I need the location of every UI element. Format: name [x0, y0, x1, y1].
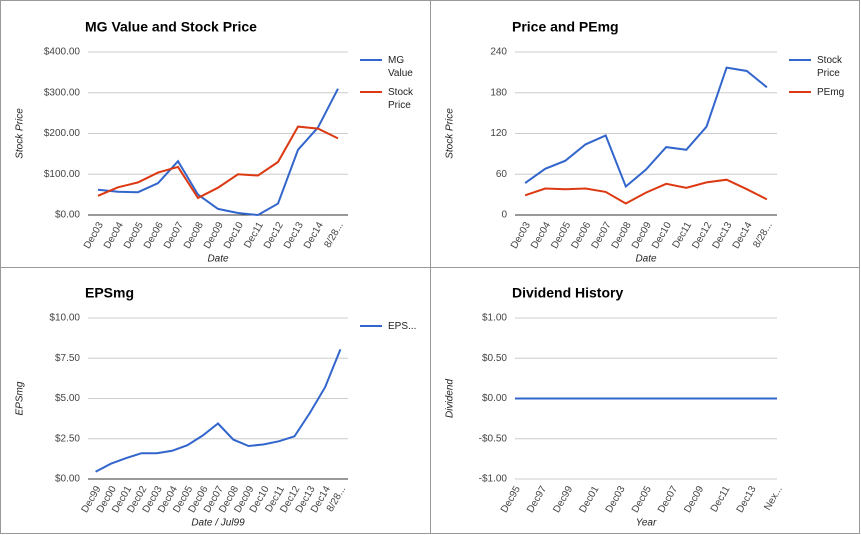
y-tick-label: $200.00: [44, 128, 81, 139]
x-tick-label: Dec03: [604, 484, 628, 515]
chart-title: EPSmg: [85, 285, 134, 301]
legend-label: MG Value: [388, 55, 413, 79]
y-tick-label: 0: [501, 210, 507, 221]
legend-entry: Stock Price: [789, 54, 859, 80]
x-tick-label: Nex...: [762, 484, 785, 512]
x-tick-label: Dec05: [630, 484, 654, 515]
legend-entry: PEmg: [789, 86, 859, 99]
legend-entry: MG Value: [360, 54, 430, 80]
x-tick-label: Dec07: [656, 484, 680, 515]
x-axis-label: Date: [635, 254, 657, 265]
x-tick-label: Dec97: [525, 484, 549, 515]
series-line: [524, 66, 768, 189]
x-tick-label: Dec11: [709, 484, 733, 514]
x-tick-label: 8/28...: [322, 220, 345, 250]
legend: Stock Price PEmg: [789, 54, 859, 105]
x-axis-label: Date: [207, 254, 229, 265]
legend-entry: Stock Price: [360, 86, 430, 112]
y-tick-label: $0.50: [482, 353, 507, 364]
x-tick-label: Dec13: [735, 484, 759, 515]
y-tick-label: $0.00: [55, 210, 80, 221]
x-tick-label: Dec09: [682, 484, 706, 515]
x-tick-label: Dec99: [551, 484, 575, 515]
series-line: [97, 125, 339, 200]
y-tick-label: $2.50: [55, 433, 80, 444]
y-tick-label: $7.50: [55, 353, 80, 364]
y-tick-label: -$1.00: [479, 474, 508, 485]
x-tick-label: Dec14: [731, 220, 755, 251]
legend: MG Value Stock Price: [360, 54, 430, 118]
chart-title: Dividend History: [512, 285, 623, 301]
y-axis-label: Stock Price: [445, 108, 456, 159]
y-tick-label: $1.00: [482, 313, 507, 324]
x-tick-label: Dec14: [302, 220, 326, 251]
y-tick-label: $400.00: [44, 47, 81, 58]
y-tick-label: 240: [490, 47, 507, 58]
series-line: [524, 178, 768, 205]
legend-label: Stock Price: [817, 55, 843, 79]
y-tick-label: $100.00: [44, 169, 81, 180]
legend-swatch: [789, 91, 811, 93]
y-tick-label: -$0.50: [479, 433, 508, 444]
legend-entry: EPS...: [360, 320, 430, 333]
y-axis-label: EPSmg: [15, 381, 26, 415]
x-axis-label: Year: [636, 518, 657, 529]
legend-label: EPS...: [388, 321, 417, 332]
legend: EPS...: [360, 320, 430, 339]
x-tick-label: Dec01: [578, 484, 602, 515]
legend-swatch: [360, 91, 382, 93]
legend-label: Stock Price: [388, 87, 414, 111]
x-tick-label: Dec10: [650, 220, 674, 251]
series-line: [97, 88, 339, 217]
legend-label: PEmg: [817, 87, 845, 98]
chart-title: Price and PEmg: [512, 19, 619, 35]
y-tick-label: 180: [490, 87, 507, 98]
series-line: [95, 349, 342, 473]
y-tick-label: 120: [490, 128, 507, 139]
legend-swatch: [789, 59, 811, 61]
x-tick-label: Dec10: [222, 220, 246, 251]
y-axis-label: Stock Price: [15, 108, 26, 159]
y-tick-label: $5.00: [55, 393, 80, 404]
x-axis-label: Date / Jul99: [191, 518, 245, 529]
x-tick-label: 8/28...: [751, 220, 774, 250]
y-axis-label: Dividend: [445, 379, 456, 418]
y-tick-label: $0.00: [482, 393, 507, 404]
x-tick-label: Dec95: [499, 484, 523, 515]
y-tick-label: $0.00: [55, 474, 80, 485]
y-tick-label: $300.00: [44, 87, 81, 98]
legend-swatch: [360, 59, 382, 61]
y-tick-label: 60: [496, 169, 508, 180]
y-tick-label: $10.00: [49, 313, 80, 324]
legend-swatch: [360, 325, 382, 327]
chart-title: MG Value and Stock Price: [85, 19, 257, 35]
